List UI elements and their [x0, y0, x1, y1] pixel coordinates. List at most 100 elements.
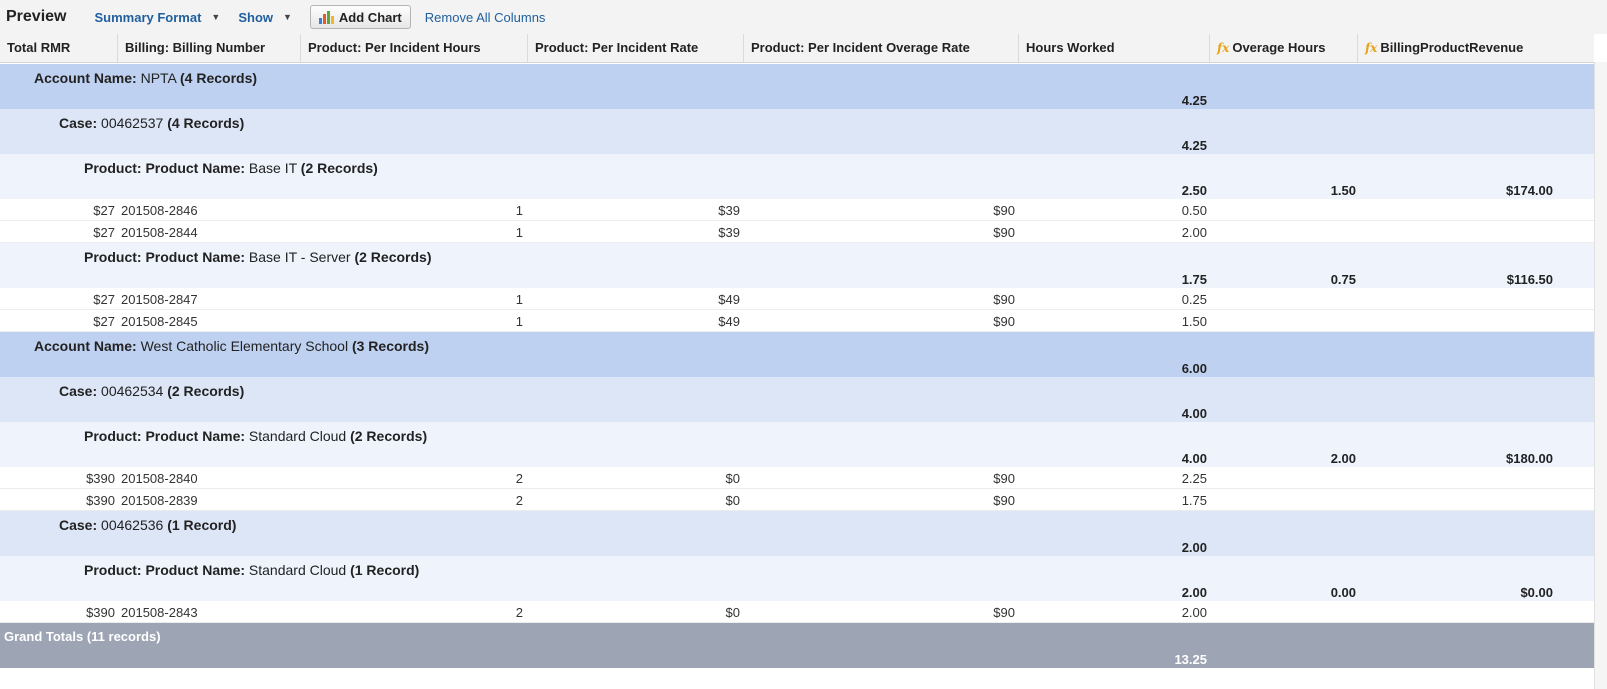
group-case-row[interactable]: Case: 00462536 (1 Record) 2.00 [0, 511, 1594, 556]
cell-per-incident-rate: $0 [725, 605, 740, 620]
hours-worked-subtotal: 4.00 [1181, 406, 1207, 421]
remove-all-columns-link[interactable]: Remove All Columns [424, 9, 546, 25]
cell-total-rmr: $27 [93, 292, 115, 307]
cell-billing-number: 201508-2845 [121, 314, 198, 329]
preview-title: Preview [6, 8, 67, 25]
cell-hours-worked: 1.75 [1181, 493, 1207, 508]
group-label: Account Name: West Catholic Elementary S… [34, 338, 429, 354]
cell-billing-number: 201508-2847 [121, 292, 198, 307]
group-product-row[interactable]: Product: Product Name: Base IT (2 Record… [0, 154, 1594, 199]
cell-per-incident-hours: 2 [515, 471, 523, 486]
group-case-row[interactable]: Case: 00462534 (2 Records) 4.00 [0, 377, 1594, 422]
cell-billing-number: 201508-2843 [121, 605, 198, 620]
hours-worked-subtotal: 2.00 [1181, 585, 1207, 600]
hours-worked-subtotal: 6.00 [1181, 361, 1207, 376]
cell-overage-rate: $90 [993, 471, 1015, 486]
show-dropdown[interactable]: Show [238, 9, 273, 25]
grand-totals-label: Grand Totals (11 records) [4, 629, 161, 644]
cell-per-incident-rate: $39 [718, 225, 740, 240]
header-hours-worked[interactable]: Hours Worked [1018, 34, 1209, 62]
cell-per-incident-hours: 1 [515, 314, 523, 329]
group-product-row[interactable]: Product: Product Name: Standard Cloud (1… [0, 556, 1594, 601]
cell-billing-number: 201508-2840 [121, 471, 198, 486]
cell-per-incident-hours: 1 [515, 292, 523, 307]
table-row[interactable]: $390 201508-2843 2 $0 $90 2.00 [0, 601, 1594, 623]
report-body: Account Name: NPTA (4 Records) 4.25 Case… [0, 64, 1594, 668]
cell-total-rmr: $390 [86, 605, 115, 620]
group-label: Case: 00462537 (4 Records) [59, 115, 245, 131]
add-chart-button[interactable]: Add Chart [309, 5, 411, 29]
hours-worked-subtotal: 2.00 [1181, 540, 1207, 555]
formula-icon: fx [1365, 41, 1378, 55]
header-billing-number[interactable]: Billing: Billing Number [117, 34, 300, 62]
grand-totals-row: Grand Totals (11 records) 13.25 [0, 623, 1594, 668]
group-product-row[interactable]: Product: Product Name: Standard Cloud (2… [0, 422, 1594, 467]
table-row[interactable]: $390 201508-2840 2 $0 $90 2.25 [0, 467, 1594, 489]
cell-per-incident-rate: $49 [718, 292, 740, 307]
report-toolbar: Preview Summary Format ▼ Show ▼ Add Char… [0, 0, 1607, 34]
cell-hours-worked: 2.00 [1181, 225, 1207, 240]
cell-overage-rate: $90 [993, 203, 1015, 218]
hours-worked-subtotal: 4.00 [1181, 451, 1207, 466]
add-chart-label: Add Chart [338, 9, 402, 25]
cell-total-rmr: $390 [86, 493, 115, 508]
cell-overage-rate: $90 [993, 225, 1015, 240]
cell-total-rmr: $27 [93, 314, 115, 329]
cell-per-incident-rate: $0 [725, 471, 740, 486]
cell-overage-rate: $90 [993, 605, 1015, 620]
header-per-incident-overage-rate[interactable]: Product: Per Incident Overage Rate [743, 34, 1018, 62]
table-row[interactable]: $27 201508-2845 1 $49 $90 1.50 [0, 310, 1594, 332]
summary-format-chevron-icon[interactable]: ▼ [211, 12, 221, 22]
column-header-row: Total RMR Billing: Billing Number Produc… [0, 34, 1594, 63]
overage-hours-subtotal: 1.50 [1330, 183, 1356, 198]
hours-worked-subtotal: 1.75 [1181, 272, 1207, 287]
cell-per-incident-rate: $49 [718, 314, 740, 329]
cell-per-incident-rate: $0 [725, 493, 740, 508]
table-row[interactable]: $27 201508-2844 1 $39 $90 2.00 [0, 221, 1594, 243]
cell-per-incident-rate: $39 [718, 203, 740, 218]
revenue-subtotal: $116.50 [1506, 272, 1553, 287]
bar-chart-icon [318, 10, 334, 24]
group-label: Case: 00462536 (1 Record) [59, 517, 237, 533]
group-account-row[interactable]: Account Name: West Catholic Elementary S… [0, 332, 1594, 377]
formula-icon: fx [1217, 41, 1230, 55]
cell-overage-rate: $90 [993, 292, 1015, 307]
cell-per-incident-hours: 2 [515, 605, 523, 620]
show-chevron-icon[interactable]: ▼ [283, 12, 292, 22]
group-label: Product: Product Name: Standard Cloud (1… [84, 562, 420, 578]
cell-total-rmr: $390 [86, 471, 115, 486]
revenue-subtotal: $0.00 [1520, 585, 1553, 600]
header-total-rmr[interactable]: Total RMR [7, 40, 71, 55]
cell-overage-rate: $90 [993, 493, 1015, 508]
cell-total-rmr: $27 [93, 225, 115, 240]
overage-hours-subtotal: 0.00 [1330, 585, 1356, 600]
vertical-scrollbar[interactable] [1594, 62, 1607, 689]
summary-format-dropdown[interactable]: Summary Format [94, 9, 202, 25]
header-per-incident-hours[interactable]: Product: Per Incident Hours [300, 34, 527, 62]
cell-billing-number: 201508-2839 [121, 493, 198, 508]
header-billing-product-revenue[interactable]: fx BillingProductRevenue [1357, 34, 1554, 62]
cell-per-incident-hours: 1 [515, 203, 523, 218]
cell-hours-worked: 2.00 [1181, 605, 1207, 620]
header-per-incident-rate[interactable]: Product: Per Incident Rate [527, 34, 743, 62]
hours-worked-subtotal: 4.25 [1181, 93, 1207, 108]
revenue-subtotal: $180.00 [1506, 451, 1553, 466]
group-case-row[interactable]: Case: 00462537 (4 Records) 4.25 [0, 109, 1594, 154]
table-row[interactable]: $390 201508-2839 2 $0 $90 1.75 [0, 489, 1594, 511]
cell-per-incident-hours: 2 [515, 493, 523, 508]
hours-worked-subtotal: 2.50 [1181, 183, 1207, 198]
cell-overage-rate: $90 [993, 314, 1015, 329]
group-label: Case: 00462534 (2 Records) [59, 383, 245, 399]
cell-per-incident-hours: 1 [515, 225, 523, 240]
group-label: Product: Product Name: Base IT - Server … [84, 249, 432, 265]
group-account-row[interactable]: Account Name: NPTA (4 Records) 4.25 [0, 64, 1594, 109]
header-overage-hours[interactable]: fx Overage Hours [1209, 34, 1357, 62]
hours-worked-subtotal: 4.25 [1181, 138, 1207, 153]
cell-billing-number: 201508-2846 [121, 203, 198, 218]
cell-billing-number: 201508-2844 [121, 225, 198, 240]
table-row[interactable]: $27 201508-2847 1 $49 $90 0.25 [0, 288, 1594, 310]
group-product-row[interactable]: Product: Product Name: Base IT - Server … [0, 243, 1594, 288]
table-row[interactable]: $27 201508-2846 1 $39 $90 0.50 [0, 199, 1594, 221]
overage-hours-subtotal: 2.00 [1330, 451, 1356, 466]
overage-hours-subtotal: 0.75 [1330, 272, 1356, 287]
